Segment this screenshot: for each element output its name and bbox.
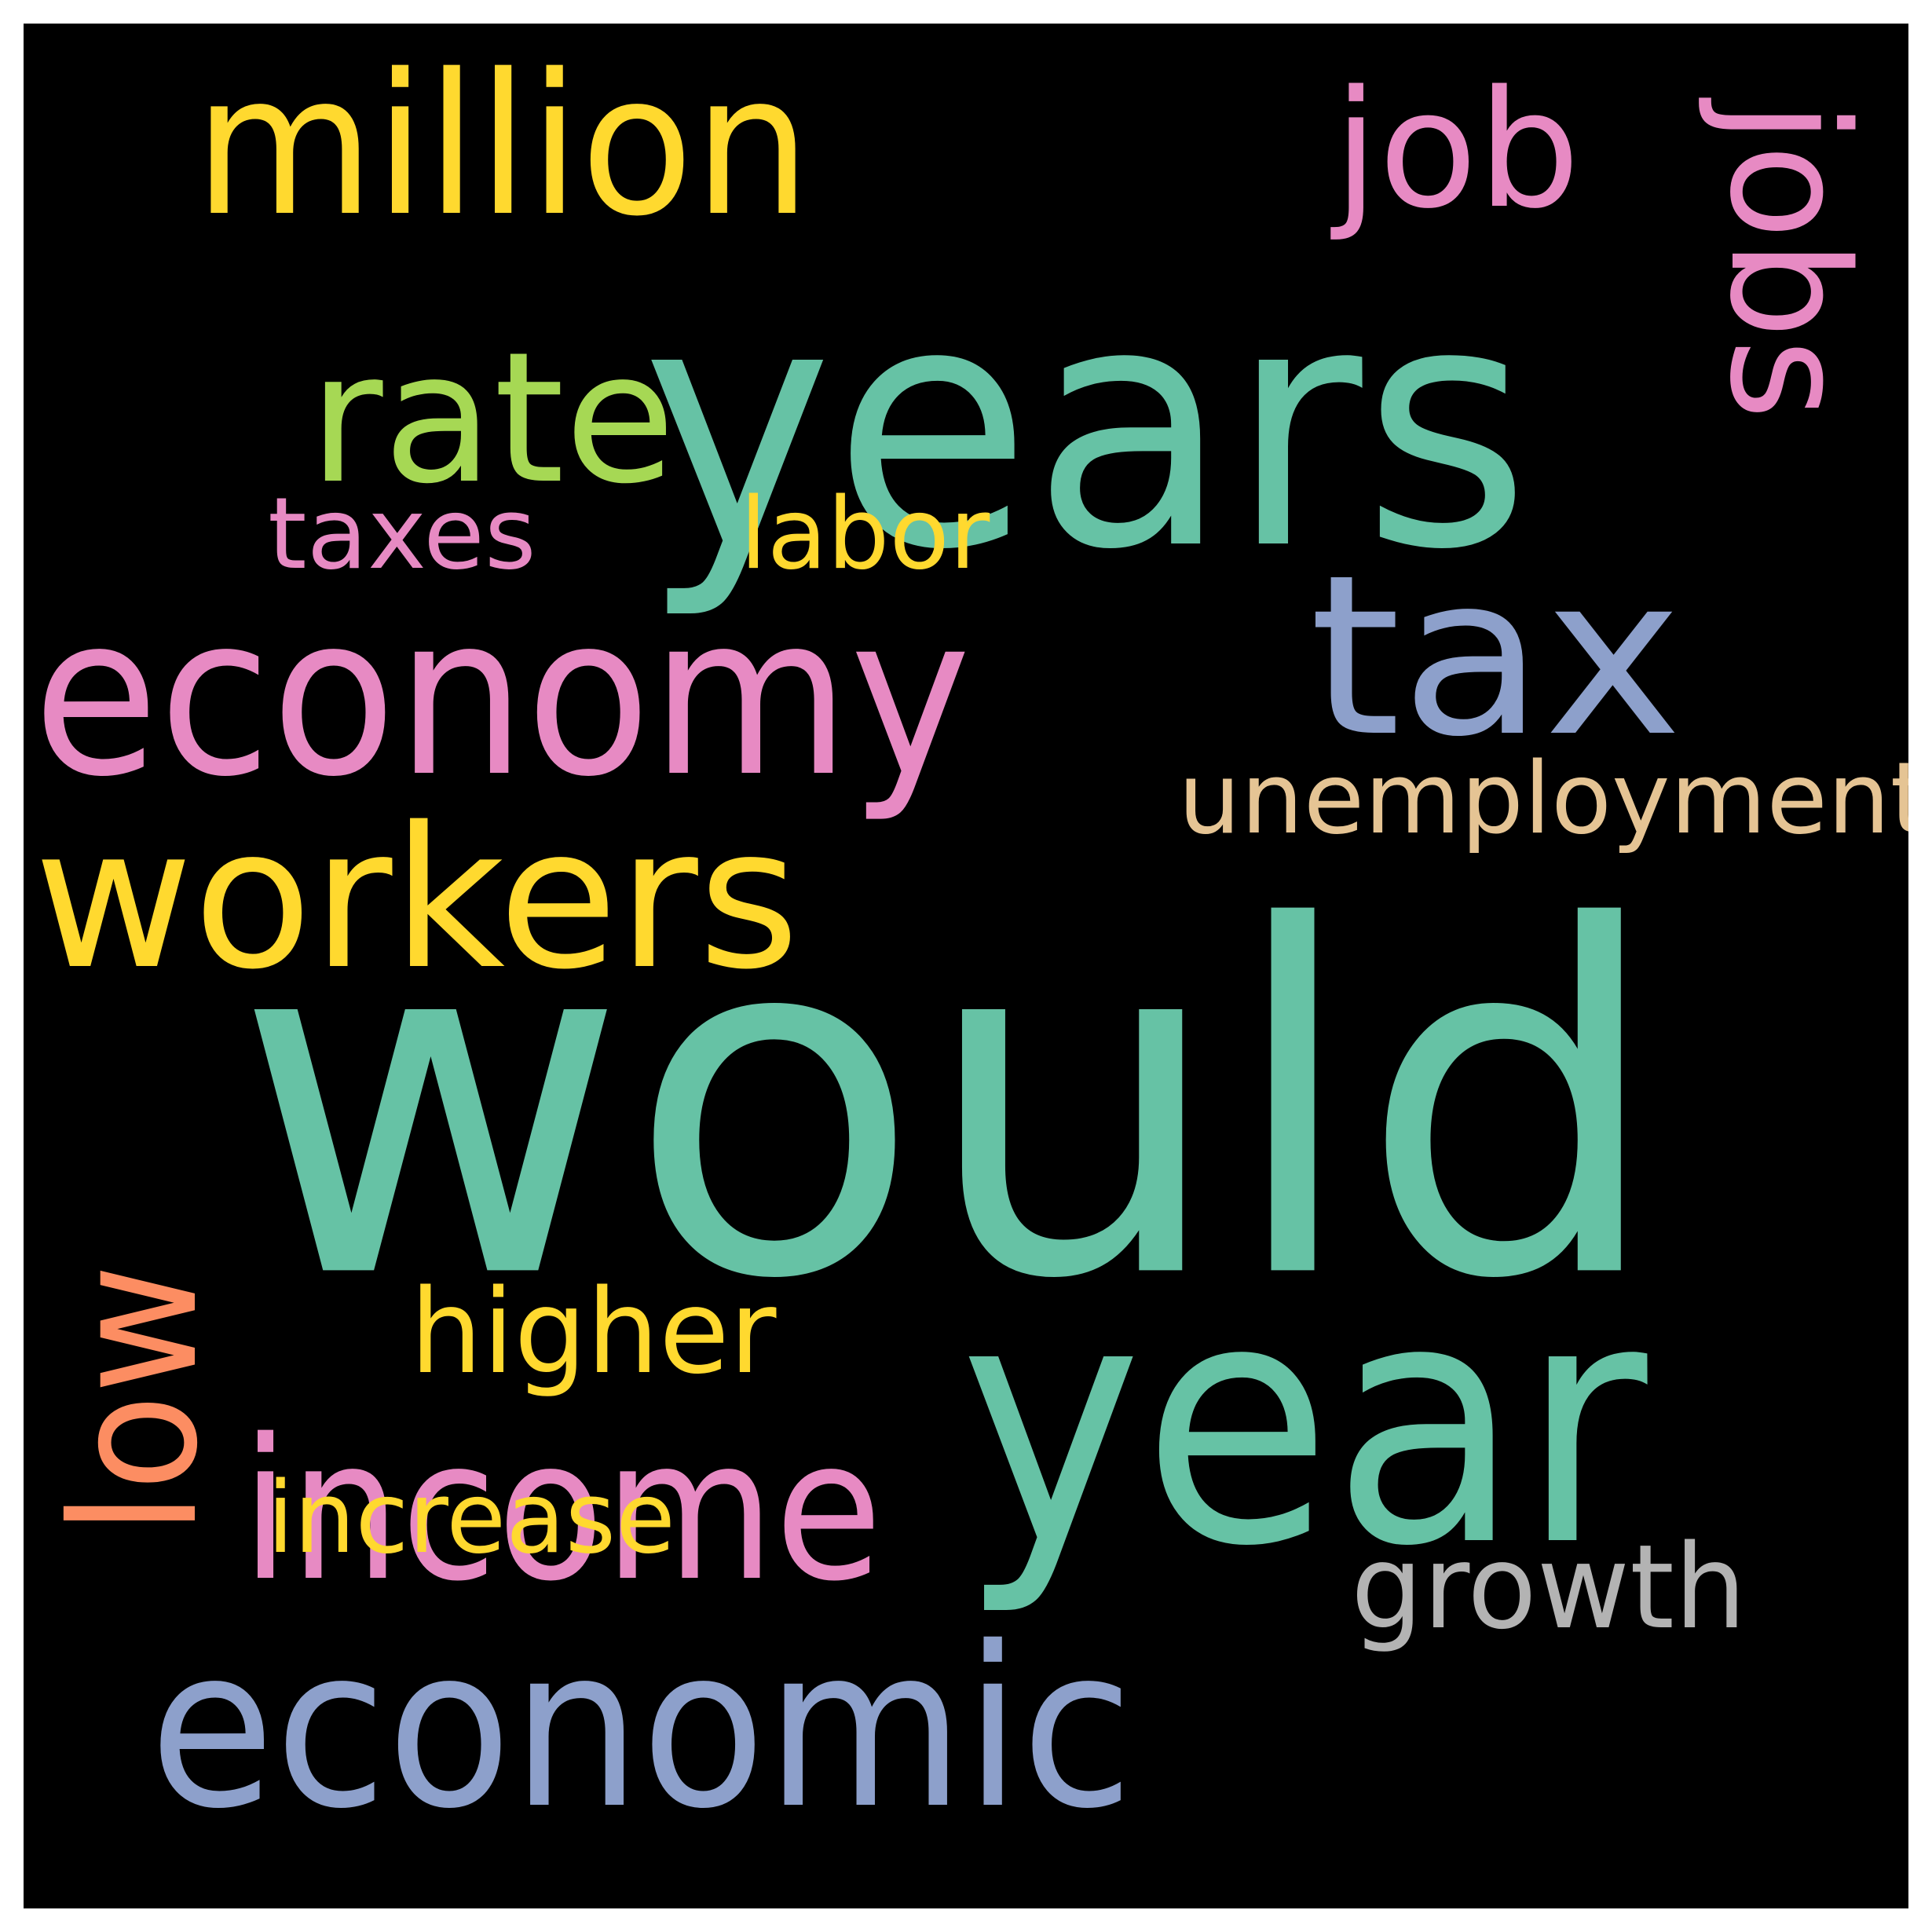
word-labor: labor (740, 476, 990, 591)
word-unemployment: unemployment (1178, 741, 1908, 856)
word-job: job (1334, 56, 1581, 244)
word-income: income (241, 1398, 883, 1624)
word-years: years (642, 232, 1531, 623)
word-taxes: taxes (268, 476, 536, 591)
word-tax: tax (1309, 527, 1683, 785)
word-jobs: jobs (1694, 101, 1883, 420)
word-low: rate (309, 314, 676, 524)
word-economy: economy (33, 567, 971, 825)
word-year: year (960, 1228, 1648, 1619)
word-workers: workers (34, 786, 800, 1012)
word-would: would (234, 828, 1665, 1384)
word-rate: low (35, 1264, 236, 1535)
word-million: million (194, 33, 811, 259)
word-economic: economic (149, 1599, 1133, 1857)
word-increase: increase (267, 1460, 675, 1575)
word-higher: higher (410, 1264, 777, 1400)
word-growth: growth (1351, 1520, 1747, 1655)
word-cloud-canvas: would years year economy economic tax wo… (24, 24, 1908, 1908)
